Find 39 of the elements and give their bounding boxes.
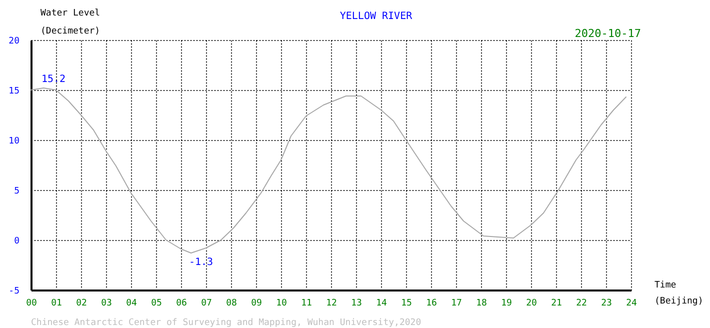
x-tick-label: 16 <box>426 298 437 308</box>
x-tick-label: 15 <box>401 298 412 308</box>
x-tick-label: 02 <box>76 298 87 308</box>
y-tick-label: 0 <box>14 236 20 246</box>
y-tick-label: 20 <box>8 36 20 46</box>
x-tick-label: 04 <box>126 298 137 308</box>
chart-subtitle: 2020-10-17 <box>574 27 641 40</box>
annotation: -1.3 <box>189 257 214 268</box>
line-series <box>30 88 626 254</box>
x-tick-label: 09 <box>251 298 262 308</box>
y-tick-label: -5 <box>8 286 20 296</box>
x-tick-label: 08 <box>226 298 237 308</box>
x-tick-label: 06 <box>176 298 187 308</box>
x-tick-label: 18 <box>476 298 487 308</box>
x-tick-label: 11 <box>301 298 312 308</box>
x-tick-label: 19 <box>501 298 512 308</box>
x-axis-title: Time (Beijing) <box>654 280 704 306</box>
y-tick-label: 10 <box>8 136 20 146</box>
x-tick-label: 05 <box>151 298 162 308</box>
y-tick-label: 15 <box>8 86 20 96</box>
annotation: 15.2 <box>42 74 66 85</box>
chart-title: YELLOW RIVER <box>340 11 414 22</box>
x-tick-label: 24 <box>626 298 637 308</box>
x-tick-label: 07 <box>201 298 212 308</box>
x-tick-label: 23 <box>601 298 612 308</box>
x-tick-label: 01 <box>51 298 62 308</box>
x-tick-label: 03 <box>101 298 112 308</box>
text: Chinese Antarctic Center of Surveying and Mapping, Wuhan University,2020 <box>31 318 422 328</box>
y-axis-title: Water Level (Decimeter) <box>40 8 100 36</box>
x-tick-label: 20 <box>526 298 537 308</box>
x-tick-label: 13 <box>351 298 362 308</box>
x-tick-label: 00 <box>26 298 37 308</box>
x-tick-label: 12 <box>326 298 337 308</box>
y-tick-label: 5 <box>14 186 20 196</box>
x-tick-label: 22 <box>576 298 587 308</box>
x-tick-label: 21 <box>551 298 562 308</box>
x-tick-label: 10 <box>276 298 287 308</box>
x-tick-label: 14 <box>376 298 387 308</box>
x-tick-label: 17 <box>451 298 462 308</box>
